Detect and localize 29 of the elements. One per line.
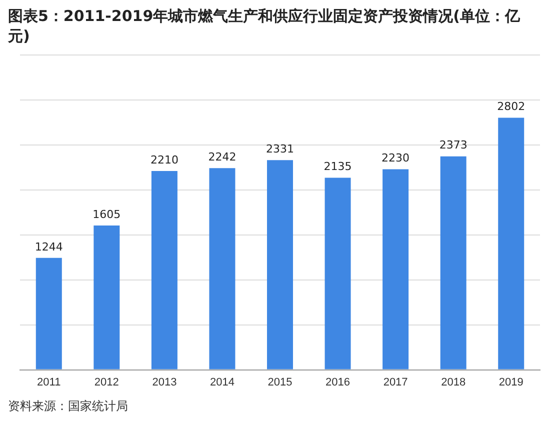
x-tick-label: 2019 bbox=[498, 376, 524, 388]
bar bbox=[267, 160, 293, 370]
x-tick-label: 2018 bbox=[441, 376, 466, 388]
data-label: 2135 bbox=[324, 160, 352, 174]
bar bbox=[324, 178, 351, 370]
x-tick-label: 2017 bbox=[383, 376, 408, 388]
bar bbox=[151, 171, 178, 370]
bar bbox=[36, 258, 62, 370]
bar bbox=[209, 168, 236, 370]
bar bbox=[94, 225, 120, 370]
data-label: 2802 bbox=[497, 100, 526, 114]
x-tick-label: 2013 bbox=[152, 376, 177, 388]
text: 资料来源：国家统计局 bbox=[8, 398, 128, 415]
data-label: 2331 bbox=[266, 142, 294, 156]
data-label: 2373 bbox=[439, 138, 468, 152]
x-tick-label: 2011 bbox=[37, 376, 61, 388]
x-tick-label: 2015 bbox=[268, 376, 292, 388]
x-tick-label: 2016 bbox=[326, 376, 350, 388]
x-tick-label: 2014 bbox=[210, 376, 234, 388]
data-label: 2230 bbox=[382, 152, 410, 165]
data-label: 2210 bbox=[150, 153, 178, 166]
bar bbox=[440, 156, 466, 370]
bar bbox=[498, 118, 524, 370]
bar bbox=[382, 169, 409, 370]
data-label: 2242 bbox=[208, 150, 236, 164]
chart-title: 图表5：2011-2019年城市燃气生产和供应行业固定资产投资情况(单位：亿元) bbox=[8, 6, 522, 46]
x-tick-label: 2012 bbox=[94, 376, 119, 388]
data-label: 1244 bbox=[34, 240, 63, 254]
data-label: 1605 bbox=[92, 208, 121, 221]
